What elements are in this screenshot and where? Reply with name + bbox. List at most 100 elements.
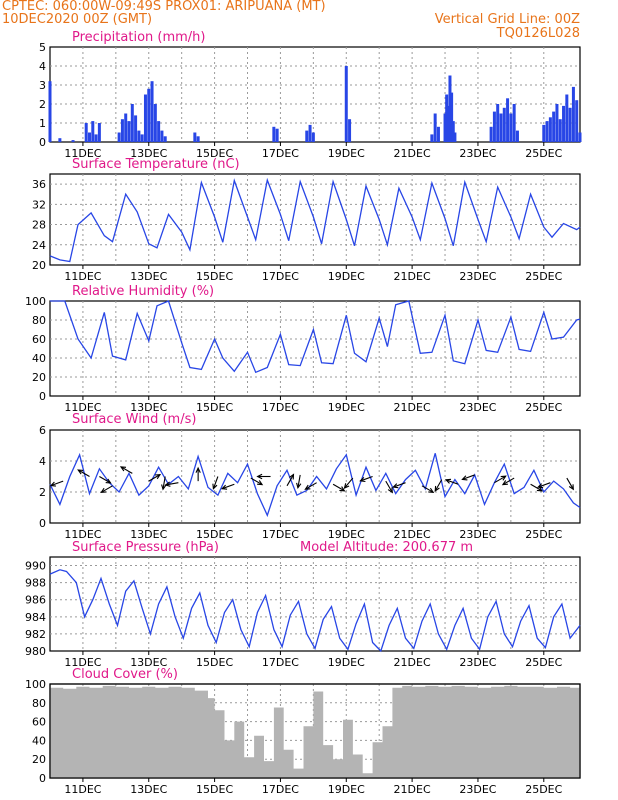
precip-bar (489, 126, 493, 142)
wind-arrow-head (161, 484, 167, 491)
wind-arrow (332, 483, 345, 492)
panel-title-wind: Surface Wind (m/s) (72, 412, 196, 427)
plot-frame-temp (49, 173, 581, 266)
ytick-label-precip: 4 (39, 60, 46, 73)
wind-arrow-head (387, 487, 393, 494)
ytick-label-pres: 982 (25, 628, 46, 641)
xtick-label-wind: 21DEC (394, 528, 431, 541)
precip-bar (445, 94, 449, 142)
panel-title-rh: Relative Humidity (%) (72, 284, 214, 299)
precip-bar (275, 128, 279, 142)
wind-arrow (494, 475, 506, 484)
wind-arrow-head (296, 482, 302, 490)
wind-arrow-head (256, 473, 263, 480)
xtick-label-cloud: 15DEC (196, 783, 233, 796)
precip-bar (515, 130, 519, 142)
wind-arrow (530, 483, 543, 492)
xtick-label-pres: 15DEC (196, 656, 233, 669)
ytick-label-precip: 2 (39, 98, 46, 111)
ytick-label-wind: 0 (39, 517, 46, 530)
ytick-label-cloud: 0 (39, 772, 46, 785)
cloud-area (50, 685, 580, 778)
precip-bar (117, 132, 121, 142)
header-model-id: TQ0126L028 (496, 26, 580, 41)
precip-bar (565, 94, 569, 142)
ytick-label-temp: 20 (32, 259, 46, 272)
xtick-label-cloud: 23DEC (459, 783, 496, 796)
xtick-label-cloud: 13DEC (130, 783, 167, 796)
ytick-label-rh: 20 (32, 371, 46, 384)
xtick-label-cloud: 21DEC (394, 783, 431, 796)
wind-arrow (305, 482, 317, 490)
precip-bar (451, 121, 455, 142)
xtick-label-precip: 11DEC (64, 147, 101, 160)
wind-arrow-head (339, 486, 346, 492)
precip-bar (193, 132, 197, 142)
wind-arrow (120, 466, 133, 474)
wind-arrow-head (105, 478, 112, 484)
precip-bar (450, 92, 454, 142)
precip-bar (308, 124, 312, 142)
xtick-label-precip: 25DEC (525, 147, 562, 160)
xtick-label-rh: 25DEC (525, 401, 562, 414)
ytick-label-precip: 5 (39, 41, 46, 54)
ytick-label-pres: 990 (25, 560, 46, 573)
xtick-label-wind: 13DEC (130, 528, 167, 541)
wind-arrow (165, 482, 179, 486)
precip-bar (348, 119, 352, 142)
xtick-label-temp: 21DEC (394, 270, 431, 283)
precip-bar (443, 113, 447, 142)
precip-bar (311, 132, 315, 142)
precip-bar (58, 138, 62, 142)
xtick-label-precip: 19DEC (328, 147, 365, 160)
ytick-label-pres: 986 (25, 594, 46, 607)
wind-arrow-head (154, 473, 162, 480)
wind-arrow-head (289, 473, 295, 480)
panel-title-precip: Precipitation (mm/h) (72, 30, 205, 45)
header-date: 10DEC2020 00Z (GMT) (2, 12, 153, 27)
wind-arrow-head (568, 484, 574, 491)
ytick-label-wind: 4 (39, 455, 46, 468)
xtick-label-pres: 11DEC (64, 656, 101, 669)
precip-bar (153, 104, 157, 142)
precip-bar (160, 130, 164, 142)
ytick-label-rh: 100 (25, 295, 46, 308)
wind-arrow (101, 485, 113, 493)
wind-arrow (434, 479, 443, 492)
ytick-label-cloud: 100 (25, 678, 46, 691)
xtick-label-precip: 13DEC (130, 147, 167, 160)
precip-bar (97, 123, 101, 142)
precip-bar (571, 86, 575, 142)
xtick-label-pres: 25DEC (525, 656, 562, 669)
precip-bar (436, 126, 440, 142)
xtick-label-cloud: 25DEC (525, 783, 562, 796)
xtick-label-wind: 25DEC (525, 528, 562, 541)
precip-bar (552, 111, 556, 142)
xtick-label-temp: 11DEC (64, 270, 101, 283)
ytick-label-precip: 1 (39, 117, 46, 130)
wind-arrow (502, 477, 515, 486)
wind-arrow-head (537, 483, 544, 489)
wind-arrow-head (100, 487, 107, 493)
ytick-label-temp: 28 (32, 219, 46, 232)
xtick-label-rh: 23DEC (459, 401, 496, 414)
precip-bar (448, 75, 452, 142)
precip-bar (124, 113, 128, 142)
precip-bar (120, 119, 124, 142)
precip-bar (433, 113, 437, 142)
xtick-label-precip: 23DEC (459, 147, 496, 160)
ytick-label-cloud: 80 (32, 697, 46, 710)
panel-subtitle-pres: Model Altitude: 200.677 m (300, 540, 473, 555)
precip-bar (134, 115, 138, 142)
precip-bar (575, 100, 579, 142)
precip-bar (88, 132, 92, 142)
precip-bar (492, 111, 496, 142)
precip-bar (94, 134, 98, 142)
ytick-label-cloud: 40 (32, 734, 46, 747)
precip-bar (127, 121, 131, 142)
wind-arrow (393, 482, 406, 488)
wind-arrow-head (220, 484, 228, 490)
xtick-label-temp: 19DEC (328, 270, 365, 283)
xtick-label-rh: 13DEC (130, 401, 167, 414)
